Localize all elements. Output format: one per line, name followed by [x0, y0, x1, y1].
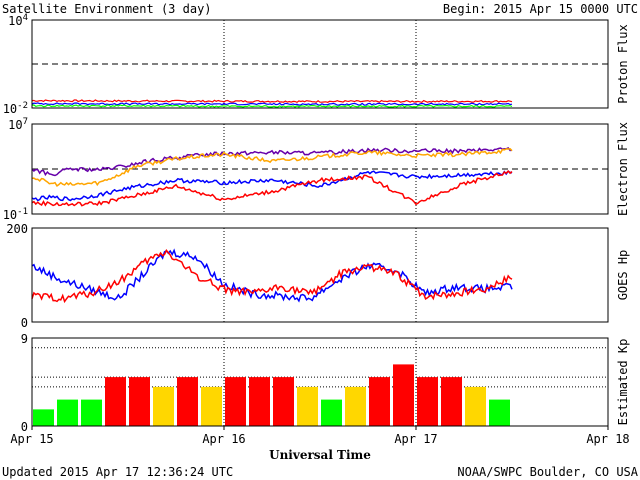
credit-text: NOAA/SWPC Boulder, CO USA [457, 465, 638, 479]
y-tick-label: 9 [21, 332, 28, 346]
x-axis-label: Universal Time [269, 448, 371, 462]
series-line [31, 99, 513, 103]
panel-frame [31, 227, 609, 323]
y-tick-label: 0 [21, 316, 28, 330]
x-axis: Apr 15 Apr 16 Apr 17 Apr 18 [10, 426, 630, 446]
y-tick-label: 10-1 [3, 207, 28, 222]
y-tick-label: 10-2 [3, 101, 28, 116]
series-line [31, 248, 513, 303]
kp-bar [129, 377, 150, 426]
chart-title: Satellite Environment (3 day) [2, 2, 212, 16]
panel-frame [31, 19, 609, 109]
kp-bar [417, 377, 438, 426]
kp-bar [153, 386, 174, 426]
kp-bar [297, 386, 318, 426]
kp-bar [441, 377, 462, 426]
updated-timestamp: Updated 2015 Apr 17 12:36:24 UTC [2, 465, 233, 479]
kp-bar [201, 386, 222, 426]
x-tick-label: Apr 17 [394, 432, 437, 446]
kp-bar [273, 377, 294, 426]
y-tick-label: 104 [8, 13, 28, 28]
series-line [31, 104, 513, 108]
panel-kp: 9 0 Estimated Kp [21, 332, 630, 434]
y-tick-label: 107 [8, 117, 28, 132]
y-axis-label: Electron Flux [616, 122, 630, 216]
panel-frame [31, 337, 609, 427]
y-tick-label: 0 [21, 420, 28, 434]
y-axis-label: Estimated Kp [616, 339, 630, 426]
series-line [31, 148, 513, 187]
x-tick-label: Apr 15 [10, 432, 53, 446]
kp-bar [33, 409, 54, 426]
kp-bar [489, 399, 510, 426]
kp-bar [321, 399, 342, 426]
panel-proton: 104 10-2 Proton Flux [3, 13, 630, 116]
panel-frame [31, 123, 609, 215]
kp-bar [57, 399, 78, 426]
y-axis-label: Proton Flux [616, 24, 630, 103]
series-line [31, 146, 513, 177]
x-tick-label: Apr 18 [586, 432, 629, 446]
kp-bar [369, 377, 390, 426]
y-axis-label: GOES Hp [616, 250, 630, 301]
panel-hp: 200 0 GOES Hp [6, 222, 630, 330]
panel-electron: 107 10-1 Electron Flux [3, 117, 630, 222]
series-line [31, 249, 513, 304]
kp-bar [177, 377, 198, 426]
kp-bar [105, 377, 126, 426]
y-tick-label: 200 [6, 222, 28, 236]
kp-bar [393, 364, 414, 426]
x-tick-label: Apr 16 [202, 432, 245, 446]
kp-bar [225, 377, 246, 426]
kp-bar [465, 386, 486, 426]
series-line [31, 169, 513, 207]
series-line [31, 170, 513, 202]
panels-group: 104 10-2 Proton Flux 107 10-1 Electron Flux 20… [3, 13, 630, 434]
kp-bar [249, 377, 270, 426]
kp-bar [81, 399, 102, 426]
series-line [31, 102, 513, 106]
begin-time: Begin: 2015 Apr 15 0000 UTC [443, 2, 638, 16]
kp-bar [345, 386, 366, 426]
